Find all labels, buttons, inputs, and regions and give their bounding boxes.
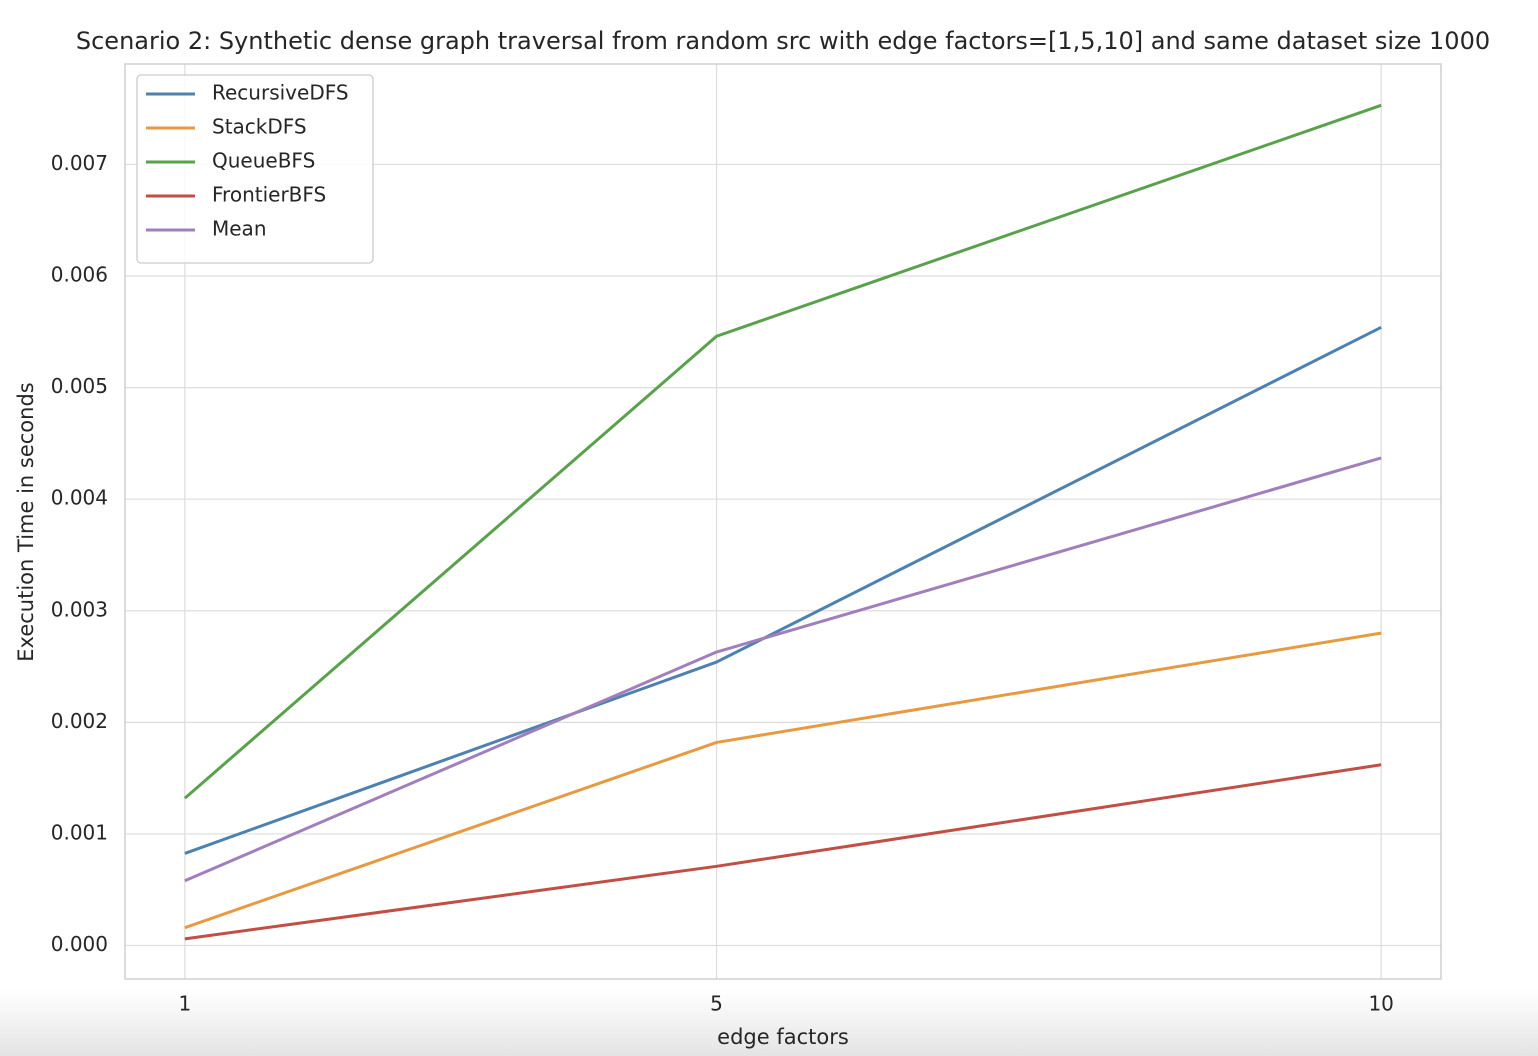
y-tick-label: 0.000 — [51, 932, 108, 956]
series-line — [184, 456, 1382, 883]
x-tick-label: 5 — [710, 992, 723, 1016]
legend-label: StackDFS — [212, 115, 307, 139]
x-tick-label: 10 — [1368, 992, 1393, 1016]
series-line — [183, 103, 1382, 800]
y-tick-label: 0.005 — [51, 374, 108, 398]
y-tick-label: 0.004 — [51, 486, 108, 510]
legend-label: FrontierBFS — [212, 183, 326, 207]
footer-shade — [0, 990, 1538, 1056]
y-tick-label: 0.002 — [51, 709, 108, 733]
y-tick-label: 0.003 — [51, 597, 108, 621]
series-line — [184, 763, 1382, 941]
y-tick-label: 0.006 — [51, 263, 108, 287]
y-tick-label: 0.007 — [51, 151, 108, 175]
legend-box — [136, 74, 374, 264]
legend-label: Mean — [212, 217, 267, 241]
x-axis-label: edge factors — [717, 1025, 849, 1049]
x-tick-label: 1 — [178, 992, 191, 1016]
chart-title: Scenario 2: Synthetic dense graph traver… — [76, 27, 1490, 55]
series-line — [184, 631, 1382, 930]
legend-label: QueueBFS — [212, 149, 315, 173]
y-tick-label: 0.001 — [51, 820, 108, 844]
legend-label: RecursiveDFS — [212, 81, 349, 105]
y-axis-label: Execution Time in seconds — [14, 382, 38, 661]
plot-frame — [124, 63, 1442, 980]
series-line — [184, 326, 1382, 855]
